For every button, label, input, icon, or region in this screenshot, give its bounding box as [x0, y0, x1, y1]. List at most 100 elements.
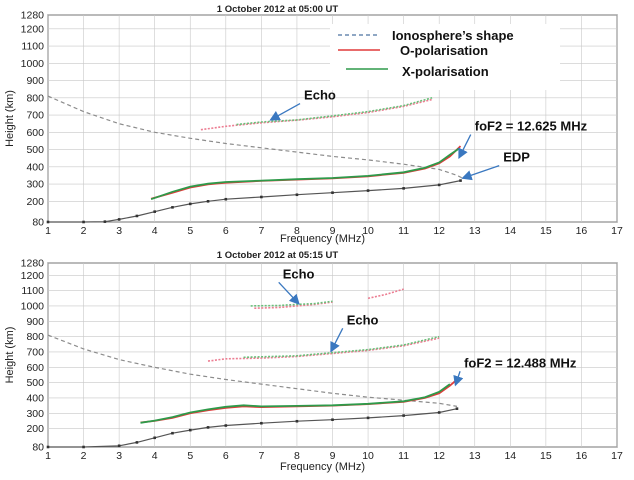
- edp-point: [437, 411, 441, 414]
- y-axis-label: Height (km): [4, 90, 16, 147]
- edp-point: [455, 407, 459, 410]
- x-tick-label: 15: [540, 225, 552, 237]
- annotation-arrow: [453, 371, 464, 387]
- annotation-label: Echo: [304, 88, 336, 103]
- y-tick-label: 200: [26, 196, 44, 208]
- series-echo_o-line: [254, 301, 333, 309]
- edp-point: [224, 424, 228, 427]
- edp-point: [437, 183, 441, 187]
- y-tick-label: 600: [26, 127, 44, 139]
- y-tick-label: 700: [26, 110, 44, 122]
- y-tick-label: 80: [32, 217, 44, 229]
- x-tick-label: 6: [223, 450, 229, 462]
- edp-point: [153, 210, 156, 213]
- x-tick-label: 12: [433, 450, 445, 462]
- chart-title: 1 October 2012 at 05:15 UT: [217, 250, 339, 261]
- edp-point: [459, 179, 462, 182]
- x-tick-label: 11: [398, 225, 409, 237]
- series-group: [46, 288, 459, 449]
- edp-point: [331, 418, 334, 422]
- x-tick-label: 17: [611, 450, 623, 462]
- y-tick-label: 500: [26, 377, 44, 389]
- x-tick-label: 4: [152, 225, 158, 237]
- edp-point: [206, 426, 210, 429]
- y-tick-label: 500: [26, 144, 44, 156]
- series-ionosphere-line: [47, 334, 458, 407]
- series-ionosphere-line: [47, 95, 465, 180]
- edp-point: [295, 419, 299, 423]
- x-tick-label: 3: [116, 225, 122, 237]
- edp-point: [117, 218, 121, 221]
- legend: Ionosphere’s shape O-polarisation X-pola…: [330, 24, 560, 90]
- edp-point: [402, 414, 405, 417]
- y-tick-label: 800: [26, 92, 44, 104]
- annotation-arrow: [458, 134, 472, 160]
- x-tick-label: 5: [187, 225, 193, 237]
- x-tick-label: 9: [330, 450, 336, 462]
- annotations: Echo foF2 = 12.625 MHz EDP: [269, 88, 588, 181]
- y-tick-label: 1200: [21, 23, 45, 35]
- x-tick-label: 15: [540, 450, 552, 462]
- edp-point: [295, 193, 299, 197]
- x-tick-label: 3: [116, 450, 122, 462]
- edp-point: [46, 445, 50, 449]
- legend-label-ionosphere: Ionosphere’s shape: [392, 28, 514, 43]
- edp-point: [366, 189, 370, 192]
- y-axis: 80 200 300 400 500 600 700 800 900 1000 1100 120012…: [21, 258, 45, 454]
- x-tick-label: 7: [258, 225, 264, 237]
- x-tick-label: 7: [258, 450, 264, 462]
- edp-point: [260, 195, 263, 199]
- edp-point: [82, 445, 85, 449]
- y-tick-label: 1200: [21, 270, 45, 282]
- edp-point: [260, 421, 263, 425]
- x-tick-label: 8: [294, 225, 300, 237]
- y-tick-label: 1000: [21, 300, 45, 312]
- edp-point: [366, 416, 370, 420]
- x-tick-label: 2: [81, 225, 87, 237]
- y-tick-label: 1000: [21, 58, 45, 70]
- x-tick-label: 10: [362, 450, 374, 462]
- edp-point: [171, 431, 174, 435]
- edp-point: [117, 444, 121, 448]
- y-tick-label: 700: [26, 346, 44, 358]
- annotation-arrow: [269, 102, 301, 121]
- y-tick-label: 1280: [21, 258, 45, 270]
- y-tick-label: 600: [26, 362, 44, 374]
- annotation-label: Echo: [283, 266, 315, 281]
- annotation-arrow: [278, 281, 300, 305]
- y-tick-label: 900: [26, 316, 44, 328]
- edp-point: [135, 441, 139, 444]
- x-tick-label: 9: [330, 225, 336, 237]
- x-axis-label: Frequency (MHz): [280, 233, 365, 245]
- edp-point: [206, 200, 210, 203]
- x-axis-label: Frequency (MHz): [280, 461, 365, 473]
- edp-point: [46, 220, 50, 224]
- annotations: Echo Echo foF2 = 12.488 MHz: [278, 266, 577, 387]
- edp-point: [331, 191, 334, 194]
- y-tick-label: 80: [32, 442, 44, 454]
- x-tick-label: 17: [611, 225, 623, 237]
- x-tick-label: 13: [469, 450, 481, 462]
- x-tick-label: 1: [45, 225, 51, 237]
- x-tick-label: 10: [362, 225, 374, 237]
- edp-point: [171, 206, 174, 209]
- annotation-label: Echo: [347, 312, 379, 327]
- y-tick-label: 300: [26, 408, 44, 420]
- annotation-label: foF2 = 12.488 MHz: [464, 355, 577, 370]
- x-tick-label: 16: [576, 450, 588, 462]
- x-tick-label: 1: [45, 450, 51, 462]
- x-tick-label: 2: [81, 450, 87, 462]
- x-tick-label: 13: [469, 225, 481, 237]
- annotation-arrow: [330, 328, 344, 353]
- y-tick-label: 300: [26, 179, 44, 191]
- chart-title: 1 October 2012 at 05:00 UT: [217, 4, 339, 15]
- edp-point: [188, 202, 192, 206]
- legend-label-x-polarisation: X-polarisation: [402, 64, 489, 79]
- edp-point: [224, 197, 228, 201]
- series-edp-line: [48, 408, 458, 448]
- grid: [47, 262, 618, 448]
- x-tick-label: 6: [223, 225, 229, 237]
- ionogram-panel-0515: 8020030040050060070080090010001100120012…: [4, 250, 623, 473]
- edp-point: [402, 187, 405, 190]
- legend-label-o-polarisation: O-polarisation: [400, 43, 488, 58]
